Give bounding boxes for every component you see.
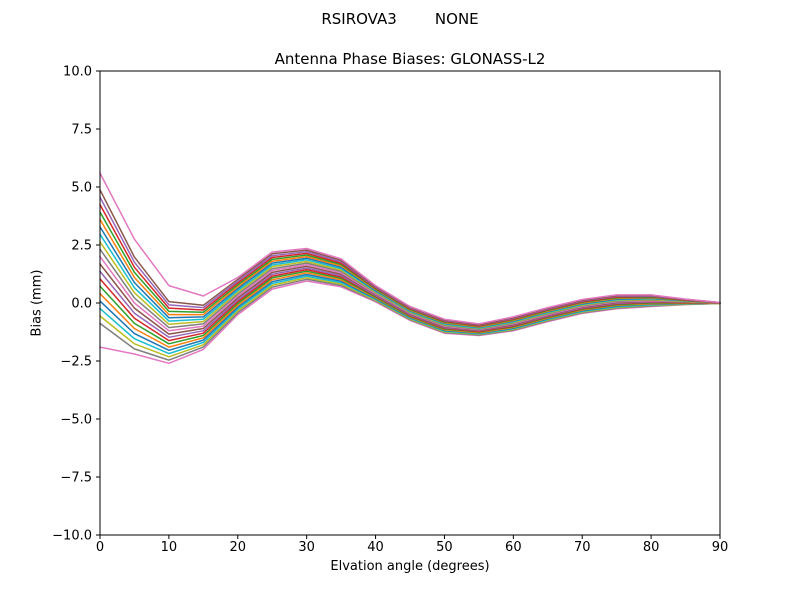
y-axis-label: Bias (mm) bbox=[29, 269, 45, 337]
y-tick-label: 7.5 bbox=[71, 123, 92, 138]
x-tick-label: 80 bbox=[643, 540, 660, 555]
x-axis-label: Elvation angle (degrees) bbox=[330, 559, 490, 574]
x-tick-label: 0 bbox=[96, 540, 104, 555]
y-tick-label: 0.0 bbox=[71, 297, 92, 312]
series-line bbox=[99, 218, 721, 328]
x-tick-label: 70 bbox=[574, 540, 591, 555]
x-tick-label: 60 bbox=[505, 540, 522, 555]
y-tick-label: −10.0 bbox=[52, 529, 92, 544]
y-tick-label: 10.0 bbox=[63, 65, 92, 80]
x-tick-label: 40 bbox=[367, 540, 384, 555]
x-tick-label: 10 bbox=[161, 540, 178, 555]
figure-suptitle: RSIROVA3 NONE bbox=[321, 10, 479, 28]
x-tick-label: 20 bbox=[230, 540, 247, 555]
y-tick-label: 2.5 bbox=[71, 239, 92, 254]
axes-title: Antenna Phase Biases: GLONASS-L2 bbox=[274, 50, 546, 68]
x-tick-label: 90 bbox=[712, 540, 729, 555]
x-tick-label: 50 bbox=[436, 540, 453, 555]
series-line bbox=[99, 172, 721, 325]
y-tick-label: −2.5 bbox=[60, 355, 92, 370]
y-tick-label: 5.0 bbox=[71, 181, 92, 196]
y-tick-label: −5.0 bbox=[60, 413, 92, 428]
y-tick-label: −7.5 bbox=[60, 471, 92, 486]
x-tick-label: 30 bbox=[298, 540, 315, 555]
